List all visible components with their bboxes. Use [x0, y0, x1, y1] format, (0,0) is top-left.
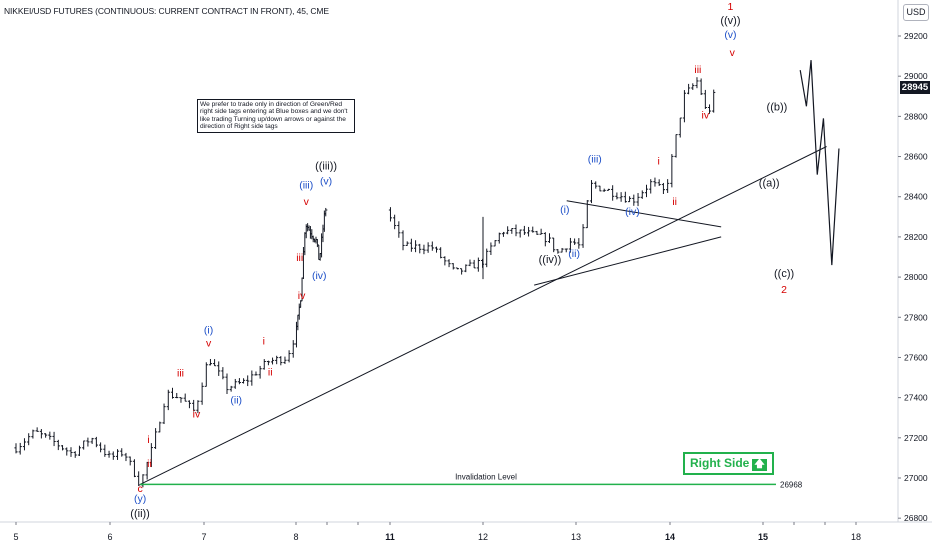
right-side-label: Right Side	[690, 456, 750, 470]
wave-label: ii	[672, 196, 677, 208]
wave-label: (v)	[320, 176, 332, 188]
wave-label: i	[263, 335, 265, 347]
time-axis[interactable]: 5 6 7 8 11 12 13 14 15 18	[0, 521, 932, 542]
triangle-lower-line	[534, 236, 722, 286]
price-tick-label: 27800	[904, 312, 928, 322]
price-tick-label: 27400	[904, 393, 928, 403]
price-tick-label: 28600	[904, 152, 928, 162]
price-tick-label: 29200	[904, 31, 928, 41]
time-tick-label: 8	[293, 532, 298, 542]
wave-label: v	[730, 47, 736, 59]
wave-label: ((iv))	[539, 254, 562, 266]
trading-note: We prefer to trade only in direction of …	[197, 99, 355, 133]
time-tick-label: 14	[665, 532, 675, 542]
price-tick-label: 28000	[904, 272, 928, 282]
price-tick-label: 26800	[904, 513, 928, 523]
currency-button[interactable]: USD	[903, 4, 929, 21]
wave-label: ii	[268, 367, 273, 379]
wave-label: (ii)	[230, 395, 242, 407]
wave-label: ((a))	[759, 178, 780, 190]
invalidation-label: Invalidation Level	[455, 472, 517, 481]
wave-label: ((c))	[774, 268, 794, 280]
price-axis[interactable]: 26800 27000 27200 27400 27600 27800 28000 28200…	[897, 0, 928, 523]
wave-label: (iii)	[588, 154, 602, 166]
wave-label: ((b))	[767, 101, 788, 113]
price-tick-label: 27000	[904, 473, 928, 483]
triangle-upper-line	[566, 200, 722, 228]
wave-label: ii	[147, 458, 152, 470]
wave-label: ((iii))	[315, 161, 337, 173]
wave-labels: c(y)((ii))iiiiiiiv(i)v(ii)iiiiiiiv(iii)v…	[130, 1, 794, 520]
wave-label: (i)	[560, 204, 569, 216]
wave-label: 2	[781, 284, 787, 296]
chart-lines	[139, 60, 840, 486]
wave-label: iv	[298, 290, 306, 302]
time-tick-label: 12	[478, 532, 488, 542]
wave-label: (iv)	[312, 270, 327, 282]
wave-label: c	[137, 483, 142, 495]
wave-label: (i)	[204, 324, 213, 336]
price-tick-label: 28400	[904, 192, 928, 202]
wave-label: (iii)	[299, 180, 313, 192]
price-tick-label: 29000	[904, 71, 928, 81]
trendline-line	[139, 146, 827, 485]
time-tick-label: 6	[107, 532, 112, 542]
wave-label: iv	[702, 109, 710, 121]
wave-label: v	[206, 337, 212, 349]
right-side-tag: Right Side 🡅	[683, 452, 774, 475]
wave-label: ((ii))	[130, 508, 150, 520]
time-tick-label: 13	[571, 532, 581, 542]
wave-label: (v)	[724, 29, 736, 41]
wave-label: 1	[728, 1, 734, 13]
time-tick-label: 5	[13, 532, 18, 542]
wave-label: iii	[177, 368, 184, 380]
up-arrow-icon: 🡅	[752, 459, 767, 471]
last-price-tag: 28945	[900, 81, 930, 94]
projection-line	[799, 60, 840, 266]
chart-title: NIKKEI/USD FUTURES (CONTINUOUS: CURRENT …	[4, 6, 329, 16]
price-tick-label: 27600	[904, 352, 928, 362]
time-tick-label: 7	[201, 532, 206, 542]
price-tick-label: 27200	[904, 433, 928, 443]
wave-label: (ii)	[568, 248, 580, 260]
wave-label: i	[658, 156, 660, 168]
wave-label: (iv)	[625, 206, 640, 218]
price-tick-label: 28800	[904, 111, 928, 121]
wave-label: i	[147, 434, 149, 446]
time-tick-label: 15	[758, 532, 768, 542]
wave-label: iii	[694, 64, 701, 76]
price-tick-label: 28200	[904, 232, 928, 242]
time-tick-label: 11	[385, 532, 395, 542]
level-labels: Invalidation Level 26968	[455, 472, 803, 489]
time-tick-label: 18	[851, 532, 861, 542]
wave-label: ((v))	[720, 15, 740, 27]
wave-label: v	[304, 196, 310, 208]
wave-label: (y)	[134, 493, 146, 505]
wave-label: iii	[296, 252, 303, 264]
wave-label: iv	[193, 409, 201, 421]
candles	[14, 77, 716, 488]
invalidation-value: 26968	[780, 480, 803, 489]
